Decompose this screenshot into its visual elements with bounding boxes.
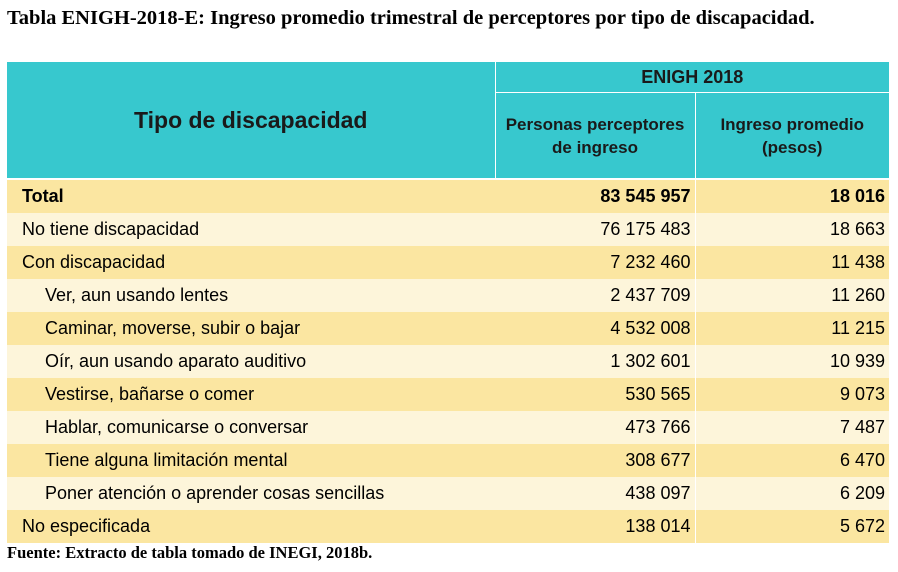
row-label: No tiene discapacidad (7, 213, 495, 246)
row-ingreso: 11 438 (695, 246, 889, 279)
row-personas: 530 565 (495, 378, 696, 411)
table-row: No especificada 138 014 5 672 (7, 510, 889, 543)
row-personas: 308 677 (495, 444, 696, 477)
row-personas: 7 232 460 (495, 246, 696, 279)
row-ingreso: 11 260 (695, 279, 889, 312)
row-ingreso: 18 016 (695, 178, 889, 213)
row-ingreso: 11 215 (695, 312, 889, 345)
row-label: Caminar, moverse, subir o bajar (7, 312, 495, 345)
table-row: Caminar, moverse, subir o bajar 4 532 00… (7, 312, 889, 345)
table-row: Oír, aun usando aparato auditivo 1 302 6… (7, 345, 889, 378)
row-personas: 1 302 601 (495, 345, 696, 378)
column-header-personas: Personas perceptores de ingreso (495, 92, 696, 179)
row-label: Oír, aun usando aparato auditivo (7, 345, 495, 378)
row-label: Con discapacidad (7, 246, 495, 279)
column-group-header: ENIGH 2018 (495, 62, 889, 93)
table-row: Total 83 545 957 18 016 (7, 178, 889, 213)
row-ingreso: 9 073 (695, 378, 889, 411)
table-row: Con discapacidad 7 232 460 11 438 (7, 246, 889, 279)
row-personas: 138 014 (495, 510, 696, 543)
row-ingreso: 18 663 (695, 213, 889, 246)
row-personas: 76 175 483 (495, 213, 696, 246)
column-header-tipo: Tipo de discapacidad (7, 62, 496, 179)
row-label: Vestirse, bañarse o comer (7, 378, 495, 411)
table-row: Ver, aun usando lentes 2 437 709 11 260 (7, 279, 889, 312)
row-ingreso: 5 672 (695, 510, 889, 543)
row-ingreso: 10 939 (695, 345, 889, 378)
source-footnote: Fuente: Extracto de tabla tomado de INEG… (7, 543, 373, 562)
column-header-ingreso: Ingreso promedio (pesos) (695, 92, 889, 179)
row-personas: 2 437 709 (495, 279, 696, 312)
table-row: Poner atención o aprender cosas sencilla… (7, 477, 889, 510)
table-row: Hablar, comunicarse o conversar 473 766 … (7, 411, 889, 444)
row-personas: 438 097 (495, 477, 696, 510)
row-ingreso: 7 487 (695, 411, 889, 444)
row-label: Poner atención o aprender cosas sencilla… (7, 477, 495, 510)
row-label: Ver, aun usando lentes (7, 279, 495, 312)
table-row: No tiene discapacidad 76 175 483 18 663 (7, 213, 889, 246)
row-label: Tiene alguna limitación mental (7, 444, 495, 477)
row-ingreso: 6 209 (695, 477, 889, 510)
table-row: Vestirse, bañarse o comer 530 565 9 073 (7, 378, 889, 411)
row-personas: 473 766 (495, 411, 696, 444)
row-personas: 83 545 957 (495, 178, 696, 213)
table-title: Tabla ENIGH-2018-E: Ingreso promedio tri… (7, 7, 815, 29)
data-table: Tipo de discapacidad ENIGH 2018 Personas… (7, 62, 889, 543)
row-label: Total (7, 178, 495, 213)
row-ingreso: 6 470 (695, 444, 889, 477)
table-row: Tiene alguna limitación mental 308 677 6… (7, 444, 889, 477)
row-personas: 4 532 008 (495, 312, 696, 345)
row-label: Hablar, comunicarse o conversar (7, 411, 495, 444)
row-label: No especificada (7, 510, 495, 543)
